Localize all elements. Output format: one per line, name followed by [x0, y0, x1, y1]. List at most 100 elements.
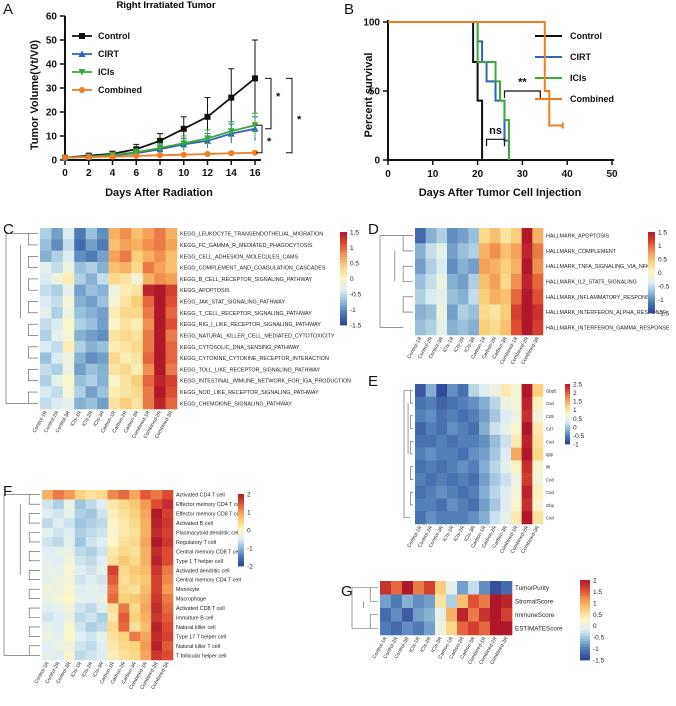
heatmap-cell [85, 622, 97, 632]
heatmap-cell [457, 485, 469, 499]
heatmap-cell [425, 258, 437, 275]
colorbar-segment [580, 652, 590, 656]
heatmap-cell [436, 384, 448, 398]
heatmap-cell [74, 239, 86, 251]
colorbar-segment [648, 250, 655, 254]
colorbar-tick-label: -1 [658, 297, 664, 304]
colorbar-segment [580, 641, 590, 645]
heatmap-cell [457, 473, 469, 487]
chart-a-point [252, 149, 258, 156]
heatmap-cell [85, 556, 97, 566]
heatmap-cell [436, 289, 448, 305]
colorbar-segment [648, 264, 655, 268]
heatmap-cell [97, 329, 109, 342]
heatmap-cell [415, 304, 426, 321]
heatmap-row-label: HALLMARK_TNFA_SIGNALING_VIA_NFKB [546, 264, 654, 270]
colorbar-segment [648, 256, 655, 260]
heatmap-row-label: Central memory CD8 T cell [176, 549, 241, 555]
heatmap-cell [131, 341, 144, 353]
panel-a-tumor-volume-chart: A Right Irratiated Tumor Tumor Volume(Vt… [3, 0, 302, 199]
heatmap-cell [97, 228, 109, 240]
heatmap-cell [468, 608, 480, 622]
heatmap-cell [415, 384, 426, 398]
heatmap-cell [391, 581, 403, 595]
colorbar-segment [340, 263, 347, 267]
colorbar-tick-label: -0.5 [593, 635, 605, 642]
heatmap-cell [62, 318, 75, 331]
heatmap-cell [62, 375, 75, 387]
heatmap-cell [425, 473, 437, 487]
colorbar-segment [565, 422, 570, 425]
heatmap-cell [118, 499, 130, 510]
heatmap-cell [97, 284, 109, 297]
heatmap-cell [85, 329, 98, 342]
chart-a-point [204, 151, 211, 157]
heatmap-cell [107, 641, 119, 651]
heatmap-cell [96, 612, 108, 623]
heatmap-cell [162, 603, 174, 614]
heatmap-cell [85, 527, 97, 538]
heatmap-row-label: Cxcl [546, 490, 554, 495]
heatmap-cell [521, 273, 533, 290]
colorbar-segment [565, 396, 570, 399]
heatmap-cell [415, 289, 426, 305]
heatmap-cell [447, 409, 458, 423]
heatmap-cell [74, 352, 86, 365]
heatmap-cell [85, 295, 98, 308]
heatmap-cell [479, 384, 490, 398]
heatmap-cell [532, 409, 544, 423]
heatmap-cell [119, 341, 132, 353]
chart-a-ytick-label: 0 [51, 156, 57, 167]
heatmap-cell [74, 329, 86, 342]
heatmap-cell [457, 460, 469, 474]
colorbar-tick-label: 1 [658, 243, 662, 250]
heatmap-cell [40, 261, 52, 274]
heatmap-cell [140, 593, 152, 604]
heatmap-cell [425, 447, 437, 461]
dendrogram-branch [28, 569, 40, 581]
heatmap-cell [118, 537, 130, 547]
heatmap-cell [42, 584, 54, 595]
colorbar-tick-label: 0.5 [573, 416, 582, 423]
dendrogram-branch [28, 645, 40, 656]
heatmap-cell [42, 622, 54, 632]
colorbar-segment [340, 306, 347, 310]
heatmap-cell [51, 239, 64, 251]
chart-b-xlabel: Days After Tumor Cell Injection [419, 187, 582, 199]
heatmap-row-label: Central memory CD4 T cell [176, 578, 241, 584]
heatmap-cell [96, 650, 108, 661]
heatmap-cell [142, 273, 155, 285]
heatmap-cell [532, 460, 544, 474]
colorbar-segment [565, 418, 570, 421]
chart-a-sig-label: * [276, 91, 281, 103]
heatmap-cell [85, 375, 98, 387]
heatmap-cell [500, 304, 512, 321]
heatmap-cell [447, 273, 458, 290]
heatmap-row-label: HALLMARK_INTERFERON_GAMMA_RESPONSE [546, 325, 670, 331]
heatmap-cell [52, 527, 65, 538]
heatmap-cell [511, 422, 522, 436]
colorbar-tick-label: -0.5 [573, 433, 585, 440]
colorbar-segment [340, 238, 347, 242]
colorbar-segment [648, 234, 655, 238]
heatmap-cell [63, 650, 76, 661]
heatmap-cell [447, 473, 458, 487]
colorbar-segment [238, 506, 244, 509]
heatmap-row-label: HALLMARK_INTERFERON_ALPHA_RESPONSE [546, 310, 667, 316]
heatmap-cell [457, 511, 469, 525]
heatmap-cell [165, 352, 178, 365]
heatmap-cell [51, 273, 64, 285]
heatmap-cell [42, 593, 54, 604]
heatmap-cell [107, 499, 119, 510]
colorbar-segment [580, 580, 590, 584]
chart-b-sig-label: ns [489, 125, 502, 137]
heatmap-cell [415, 243, 426, 259]
heatmap-cell [447, 243, 458, 259]
heatmap-cell [129, 565, 141, 576]
heatmap-cell [63, 641, 76, 651]
colorbar-segment [238, 551, 244, 555]
colorbar-segment [565, 390, 570, 393]
heatmap-cell [63, 603, 76, 614]
heatmap-cell [96, 499, 108, 510]
